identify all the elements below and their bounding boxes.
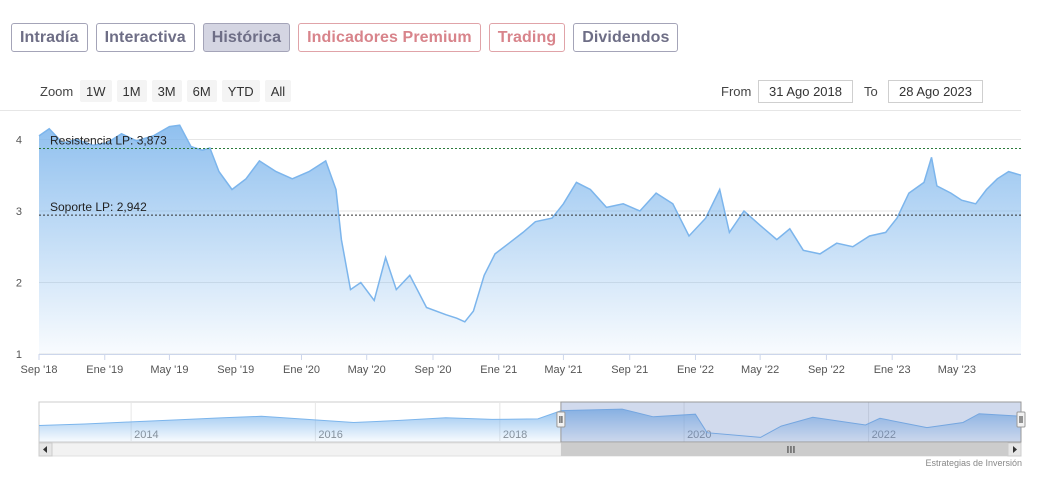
- tab-trading[interactable]: Trading: [488, 23, 566, 52]
- price-area: [39, 125, 1021, 354]
- y-tick-label: 2: [16, 277, 22, 289]
- x-tick-label: Sep '22: [808, 364, 845, 376]
- y-tick-label: 3: [16, 206, 22, 218]
- support-label: Soporte LP: 2,942: [50, 200, 147, 214]
- navigator-line: [38, 408, 1022, 438]
- tab-interactiva[interactable]: Interactiva: [95, 23, 195, 52]
- zoom-3m-button[interactable]: 3M: [151, 80, 182, 102]
- y-tick-label: 4: [16, 134, 22, 146]
- x-tick-label: Sep '21: [611, 364, 648, 376]
- x-tick-label: Ene '19: [86, 364, 123, 376]
- zoom-1m-button[interactable]: 1M: [116, 80, 147, 102]
- navigator-selection: [560, 401, 1022, 443]
- price-chart[interactable]: 1 2 3 4 Resistencia LP: 3,873 Soporte LP: 2,9…: [0, 110, 1043, 395]
- x-tick-label: Sep '20: [415, 364, 452, 376]
- x-tick-label: Ene '23: [874, 364, 911, 376]
- x-tick-label: Ene '22: [677, 364, 714, 376]
- price-line: [38, 124, 1022, 323]
- x-tick-label: Sep '18: [21, 364, 58, 376]
- x-tick-label: Sep '19: [217, 364, 254, 376]
- navigator-handle-left: [556, 411, 566, 428]
- zoom-buttons: 1W 1M 3M 6M YTD All: [80, 80, 292, 102]
- x-tick-label: Ene '20: [283, 364, 320, 376]
- scroll-right-arrow-icon: [1013, 446, 1017, 453]
- x-tick-label: May '20: [348, 364, 386, 376]
- tab-indicadores-premium[interactable]: Indicadores Premium: [298, 23, 481, 52]
- x-tick-label: May '19: [150, 364, 188, 376]
- range-to-label: To: [864, 84, 878, 99]
- y-tick-label: 1: [16, 349, 22, 361]
- chart-tabs: Intradía Interactiva Histórica Indicador…: [11, 23, 679, 52]
- range-from-label: From: [721, 84, 752, 99]
- navigator[interactable]: 20142016201820202022: [0, 398, 1043, 458]
- navigator-handle-right: [1016, 411, 1026, 428]
- zoom-6m-button[interactable]: 6M: [186, 80, 217, 102]
- resistance-label: Resistencia LP: 3,873: [50, 134, 167, 148]
- zoom-all-button[interactable]: All: [264, 80, 292, 102]
- tab-dividendos[interactable]: Dividendos: [573, 23, 679, 52]
- range-from-input[interactable]: 31 Ago 2018: [758, 80, 853, 103]
- x-tick-label: May '21: [544, 364, 582, 376]
- zoom-label: Zoom: [40, 84, 74, 99]
- x-tick-label: Ene '21: [480, 364, 517, 376]
- credits: Estrategias de Inversión: [925, 458, 1022, 468]
- scroll-left-arrow-icon: [43, 446, 47, 453]
- zoom-ytd-button[interactable]: YTD: [221, 80, 260, 102]
- navigator-area: [39, 409, 1021, 442]
- range-to-input[interactable]: 28 Ago 2023: [888, 80, 983, 103]
- x-tick-label: May '23: [938, 364, 976, 376]
- zoom-1w-button[interactable]: 1W: [80, 80, 112, 102]
- tab-historica[interactable]: Histórica: [202, 23, 291, 52]
- tab-intradia[interactable]: Intradía: [11, 23, 88, 52]
- x-tick-label: May '22: [741, 364, 779, 376]
